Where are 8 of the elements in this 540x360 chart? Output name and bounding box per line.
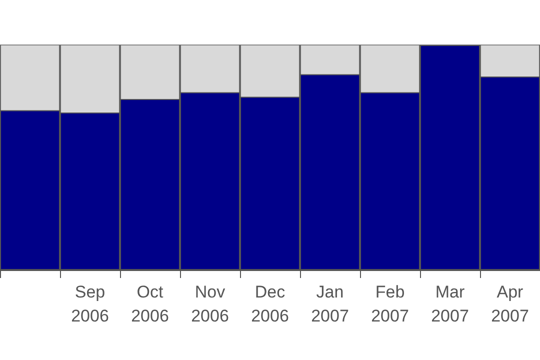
- x-tick-label: Feb 2007: [371, 282, 409, 326]
- x-tick-label: Sep 2006: [71, 282, 109, 326]
- x-tick-label: Nov 2006: [191, 282, 229, 326]
- x-tick-label: Apr 2007: [491, 282, 529, 326]
- x-tick-label: Oct 2006: [131, 282, 169, 326]
- x-tick-label: Jan 2007: [311, 282, 349, 326]
- x-tick-label: Dec 2006: [251, 282, 289, 326]
- x-tick-label: Mar 2007: [431, 282, 469, 326]
